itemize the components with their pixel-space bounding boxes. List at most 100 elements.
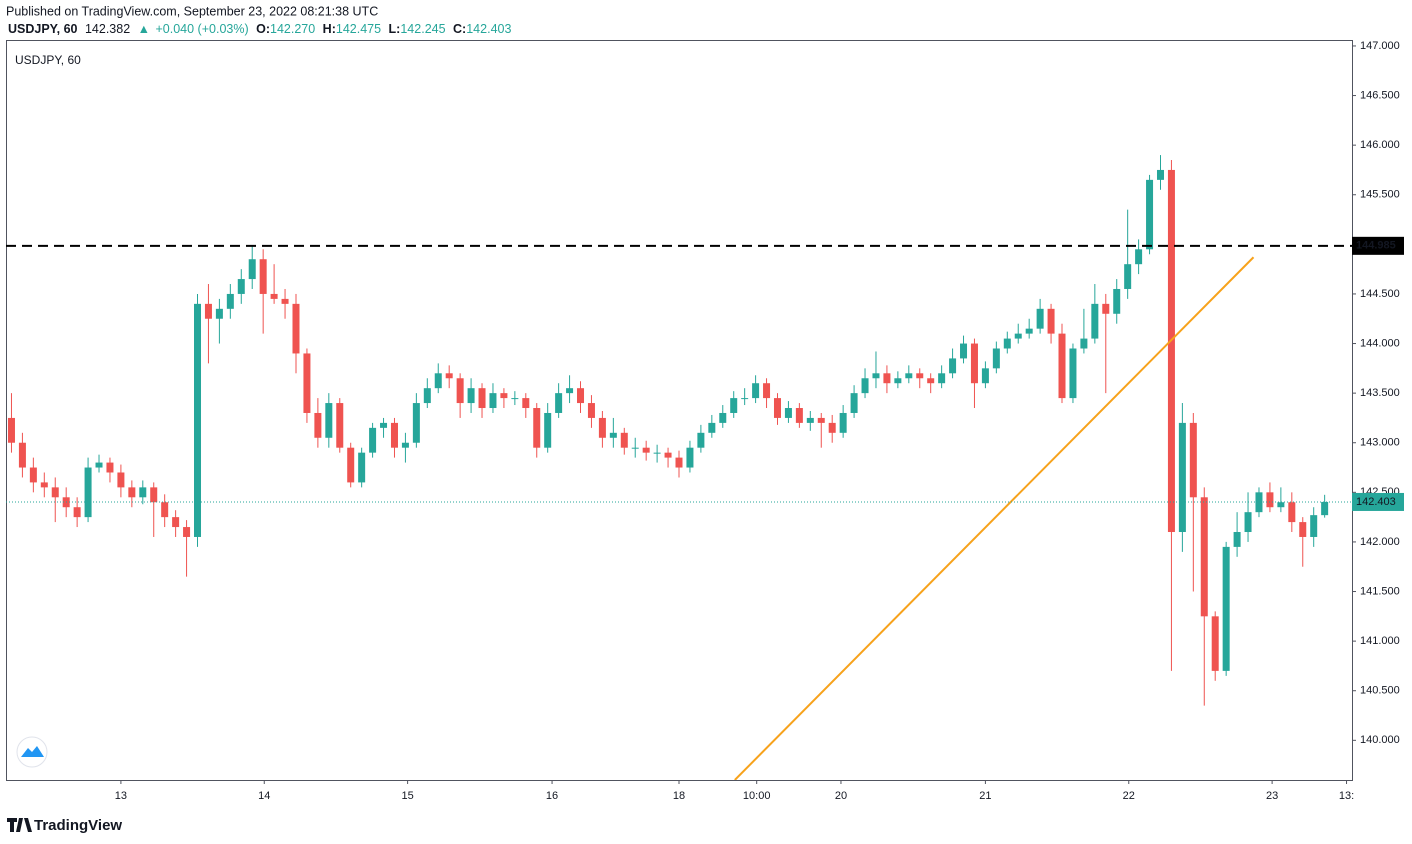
candle-body xyxy=(73,507,81,518)
brand-name: TradingView xyxy=(34,817,122,834)
candle-body xyxy=(1058,333,1066,399)
candle-body xyxy=(938,373,946,384)
high-label: H: xyxy=(323,22,336,36)
candle-body xyxy=(1003,338,1011,349)
candle-body xyxy=(237,279,245,294)
y-tick-label: 143.500 xyxy=(1360,387,1400,399)
candle-body xyxy=(1080,338,1088,349)
candle-body xyxy=(423,388,431,404)
candle-body xyxy=(1025,328,1033,334)
candle-body xyxy=(587,403,595,418)
candle-body xyxy=(281,298,289,304)
candle-body xyxy=(894,378,902,384)
candle-body xyxy=(795,408,803,423)
candle-body xyxy=(1222,546,1230,671)
level-label-box xyxy=(1352,236,1404,255)
candle-body xyxy=(84,467,92,518)
candle-body xyxy=(226,293,234,309)
candle-body xyxy=(609,432,617,438)
candle-body xyxy=(380,422,388,428)
candle-body xyxy=(544,412,552,448)
last-price-label: 142.403 xyxy=(1356,496,1396,508)
candle-body xyxy=(719,412,727,423)
candle-body xyxy=(369,427,377,453)
open-value: 142.270 xyxy=(270,22,315,36)
candle-body xyxy=(1266,492,1274,508)
candle-body xyxy=(161,502,169,518)
candle-body xyxy=(292,303,300,354)
candle-body xyxy=(960,343,968,359)
candle-body xyxy=(1135,249,1143,265)
candle-body xyxy=(730,398,738,413)
y-tick-label: 140.500 xyxy=(1360,685,1400,697)
candle-body xyxy=(1310,515,1318,537)
x-tick-label: 20 xyxy=(835,790,847,802)
candle-body xyxy=(1047,308,1055,334)
y-tick-label: 142.000 xyxy=(1360,536,1400,548)
candle-body xyxy=(40,482,48,488)
y-tick-label: 146.500 xyxy=(1360,89,1400,101)
trendline xyxy=(734,256,1255,780)
candle-body xyxy=(303,353,311,413)
candle-body xyxy=(139,487,147,498)
arrow: ▲ xyxy=(138,22,150,36)
candle-body xyxy=(1091,303,1099,339)
y-tick-label: 141.000 xyxy=(1360,635,1400,647)
candle-body xyxy=(1014,333,1022,339)
logo-icon xyxy=(21,746,44,757)
candle-body xyxy=(970,343,978,384)
candle-body xyxy=(150,487,158,503)
high-value: 142.475 xyxy=(336,22,381,36)
candle-body xyxy=(1288,502,1296,523)
x-tick-label: 14 xyxy=(258,790,270,802)
legend: USDJPY, 60 xyxy=(15,53,81,67)
published-note: Published on TradingView.com, September … xyxy=(6,4,378,18)
candle-body xyxy=(927,378,935,384)
candle-body xyxy=(784,408,792,418)
candle-body xyxy=(1156,169,1164,180)
candle-body xyxy=(106,462,114,473)
candle-body xyxy=(763,383,771,399)
low-value: 142.245 xyxy=(400,22,445,36)
candle-body xyxy=(1321,501,1329,516)
candle-body xyxy=(598,417,606,438)
last-price-box xyxy=(1352,492,1404,511)
logo-button[interactable] xyxy=(16,736,48,768)
candle-body xyxy=(839,412,847,433)
y-tick-label: 143.000 xyxy=(1360,437,1400,449)
candle-body xyxy=(1233,532,1241,547)
candle-body xyxy=(566,388,574,394)
candle-body xyxy=(128,487,136,498)
candle-body xyxy=(1200,497,1208,617)
open-label: O: xyxy=(256,22,270,36)
candle-body xyxy=(697,432,705,448)
candle-body xyxy=(981,368,989,384)
candle-body xyxy=(1102,303,1110,314)
y-tick-label: 144.500 xyxy=(1360,288,1400,300)
x-tick-label: 21 xyxy=(979,790,991,802)
close-value: 142.403 xyxy=(466,22,511,36)
candle-body xyxy=(270,293,278,299)
close-label: C: xyxy=(453,22,466,36)
y-tick-label: 141.500 xyxy=(1360,585,1400,597)
x-tick-label: 15 xyxy=(401,790,413,802)
candle-body xyxy=(1244,512,1252,533)
candle-body xyxy=(248,259,256,280)
candle-body xyxy=(631,447,639,449)
candle-body xyxy=(752,383,760,399)
symbol: USDJPY, 60 xyxy=(8,22,78,36)
plot-area xyxy=(6,155,1352,780)
candle-body xyxy=(620,432,628,448)
candle-body xyxy=(7,417,15,443)
y-tick-label: 147.000 xyxy=(1360,40,1400,52)
candle-body xyxy=(817,417,825,423)
symbol-header: USDJPY, 60 142.382 ▲ +0.040 (+0.03%) O:1… xyxy=(8,22,511,36)
x-tick-label: 13 xyxy=(115,790,127,802)
candle-body xyxy=(18,442,26,468)
candle-body xyxy=(1189,422,1197,498)
candle-body xyxy=(992,348,1000,369)
candle-body xyxy=(194,303,202,537)
candle-body xyxy=(434,373,442,389)
candle-body xyxy=(1113,288,1121,314)
